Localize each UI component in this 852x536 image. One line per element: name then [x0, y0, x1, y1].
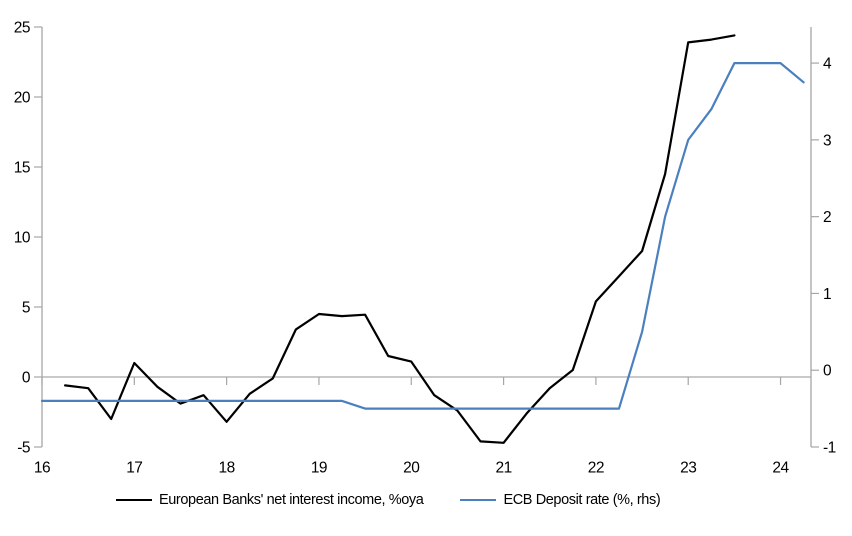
right-axis-tick-label: -1: [823, 439, 836, 456]
legend: European Banks' net interest income, %oy…: [116, 491, 661, 509]
left-axis-tick-label: 25: [14, 19, 30, 36]
blue-line-swatch: [460, 498, 497, 502]
left-axis-tick-label: 0: [22, 369, 31, 386]
x-axis-tick-label: 21: [495, 459, 511, 476]
x-axis-tick-label: 18: [219, 459, 235, 476]
right-axis-tick-label: 3: [823, 132, 831, 149]
x-axis-tick-label: 20: [403, 459, 420, 476]
x-axis-tick-label: 24: [772, 459, 789, 476]
x-axis-tick-label: 17: [126, 459, 142, 476]
left-axis-tick-label: -5: [17, 439, 30, 456]
x-axis-tick-label: 16: [34, 459, 50, 476]
x-axis-tick-label: 22: [588, 459, 604, 476]
legend-item-ecb-deposit-rate: ECB Deposit rate (%, rhs): [460, 491, 661, 509]
right-axis-tick-label: 2: [823, 209, 831, 226]
x-axis-tick-label: 23: [680, 459, 696, 476]
left-axis-tick-label: 10: [14, 229, 31, 246]
left-axis-tick-label: 20: [14, 89, 31, 106]
legend-label-net-interest-income: European Banks' net interest income, %oy…: [159, 492, 424, 508]
left-axis-tick-label: 5: [22, 299, 30, 316]
right-axis-tick-label: 4: [823, 56, 832, 73]
legend-label-ecb-deposit-rate: ECB Deposit rate (%, rhs): [503, 492, 661, 508]
legend-item-net-interest-income: European Banks' net interest income, %oy…: [116, 491, 424, 509]
right-axis-tick-label: 1: [823, 286, 831, 303]
right-axis-tick-label: 0: [823, 363, 832, 380]
x-axis-tick-label: 19: [311, 459, 327, 476]
black-line-swatch: [116, 498, 152, 502]
left-axis-tick-label: 15: [14, 159, 30, 176]
net-interest-income-line: [63, 34, 736, 444]
ecb-deposit-rate-line: [40, 61, 805, 410]
